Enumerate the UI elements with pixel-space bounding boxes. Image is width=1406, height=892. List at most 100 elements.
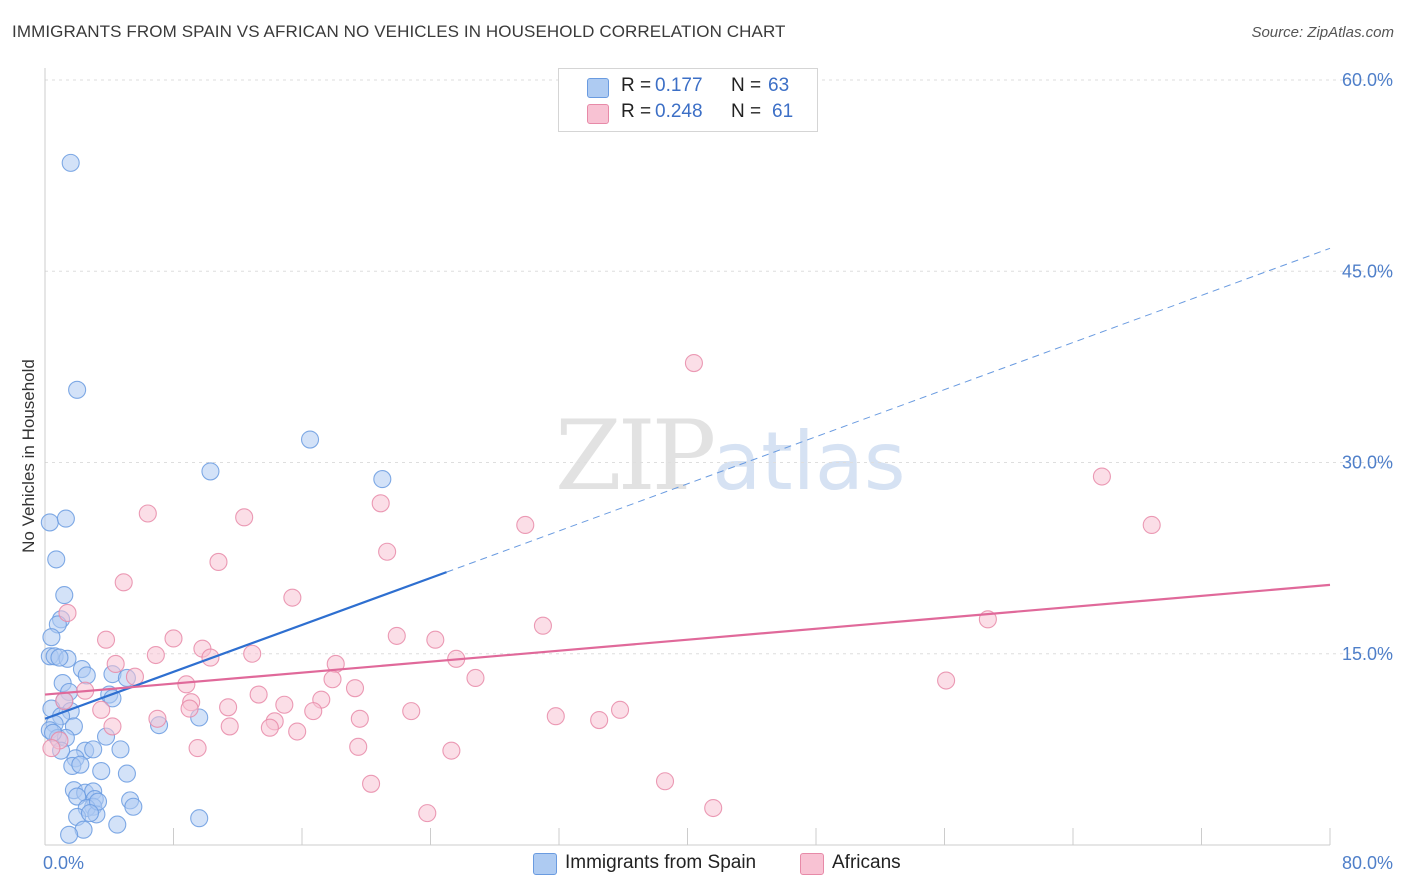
data-point	[146, 645, 165, 665]
data-point	[71, 755, 90, 774]
data-point	[209, 552, 228, 572]
data-point	[108, 815, 127, 834]
legend-r-value: 0.248	[655, 101, 703, 122]
data-point	[58, 603, 77, 623]
legend-r-label: R =	[621, 101, 652, 122]
data-point	[60, 825, 79, 844]
legend-n-label: N =	[731, 101, 762, 122]
data-point	[418, 804, 437, 823]
data-point	[92, 700, 111, 719]
tick-labels: 15.0% 30.0% 45.0% 60.0% 0.0% 80.0%	[43, 70, 1393, 873]
watermark-zip: ZIP	[555, 400, 716, 512]
y-tick-label: 30.0%	[1342, 453, 1393, 473]
watermark-atlas: atlas	[712, 415, 906, 508]
data-point	[260, 718, 279, 737]
data-point	[235, 508, 254, 527]
data-point	[42, 739, 61, 758]
data-point	[56, 509, 75, 528]
data-point	[55, 586, 74, 605]
data-point	[50, 648, 69, 667]
data-point	[937, 671, 956, 690]
data-point	[362, 774, 381, 793]
watermark: ZIPatlas	[555, 400, 906, 512]
trend-line-extension	[446, 247, 1331, 573]
trend-lines	[44, 247, 1331, 720]
x-tick-label: 80.0%	[1342, 853, 1393, 873]
trend-line	[44, 583, 1331, 696]
data-point	[283, 588, 302, 607]
data-point	[1092, 467, 1111, 486]
legend-swatch-africans	[587, 104, 609, 124]
data-point	[201, 462, 220, 481]
data-point	[516, 515, 535, 535]
source-label: Source: ZipAtlas.com	[1251, 24, 1394, 41]
data-point	[350, 709, 369, 728]
axes	[44, 68, 1331, 846]
data-point	[323, 670, 342, 689]
data-point	[304, 702, 323, 721]
series-immigrants-from-spain	[40, 153, 392, 844]
chart-title: IMMIGRANTS FROM SPAIN VS AFRICAN NO VEHI…	[12, 22, 786, 41]
bottom-legend-label-spain: Immigrants from Spain	[565, 852, 757, 873]
x-tick-label: 0.0%	[43, 853, 84, 873]
legend-n-label: N =	[731, 75, 762, 96]
data-point	[1142, 515, 1161, 535]
data-point	[704, 798, 723, 818]
data-point	[533, 616, 552, 635]
data-point	[148, 709, 167, 728]
data-point	[684, 353, 703, 373]
data-point	[190, 809, 209, 828]
legend-r-value: 0.177	[655, 75, 703, 96]
data-point	[77, 666, 96, 685]
data-point	[546, 707, 565, 726]
series-africans	[42, 353, 1161, 823]
data-point	[180, 699, 199, 718]
data-point	[243, 644, 262, 663]
data-point	[371, 494, 390, 513]
data-point	[349, 737, 368, 756]
bottom-legend-swatch-spain	[533, 853, 557, 875]
legend-r-label: R =	[621, 75, 652, 96]
data-point	[300, 430, 320, 449]
data-point	[426, 630, 445, 649]
data-point	[40, 513, 59, 532]
data-point	[219, 698, 238, 717]
data-point	[590, 710, 609, 730]
data-point	[61, 153, 80, 172]
grid-lines	[45, 79, 1392, 655]
bottom-legend-label-africans: Africans	[832, 852, 901, 873]
data-point	[55, 691, 74, 710]
bottom-legend-swatch-africans	[800, 853, 824, 875]
data-point	[84, 740, 103, 759]
correlation-legend: R = 0.177 N = 63 R = 0.248 N = 61	[558, 68, 818, 132]
y-axis-label: No Vehicles in Household	[19, 359, 38, 553]
data-point	[402, 702, 421, 721]
data-point	[103, 717, 122, 736]
data-point	[138, 504, 157, 523]
data-point	[345, 679, 365, 698]
data-point	[220, 717, 239, 736]
data-point	[80, 804, 100, 823]
data-point	[68, 380, 87, 399]
legend-swatch-spain	[587, 78, 609, 98]
data-point	[378, 542, 397, 561]
data-point	[114, 573, 133, 592]
data-point	[655, 772, 675, 791]
data-point	[164, 629, 183, 648]
y-tick-label: 45.0%	[1342, 261, 1393, 281]
data-point	[610, 700, 630, 719]
data-point	[249, 685, 268, 704]
trend-line	[44, 571, 447, 720]
data-point	[275, 695, 294, 714]
data-point	[42, 628, 61, 647]
data-point	[106, 654, 125, 674]
data-point	[111, 740, 130, 759]
data-point	[124, 797, 143, 816]
legend-n-value: 63	[768, 75, 790, 96]
data-point	[466, 668, 485, 688]
y-tick-label: 60.0%	[1342, 70, 1393, 90]
data-point	[288, 722, 307, 741]
data-point	[442, 741, 461, 760]
legend-n-value: 61	[772, 101, 794, 122]
